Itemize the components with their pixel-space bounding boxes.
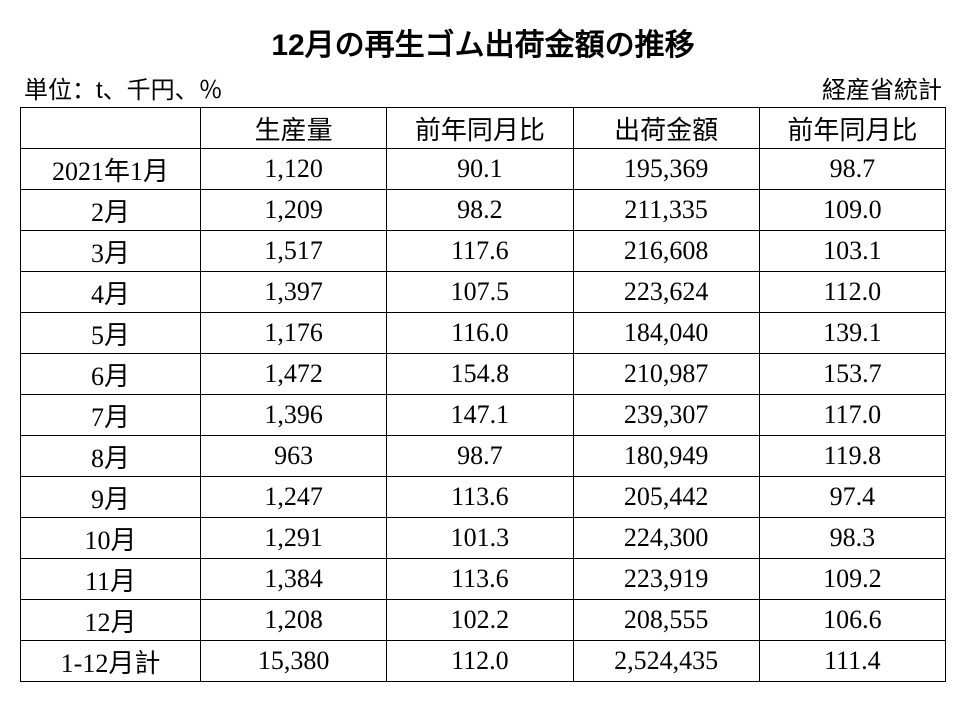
cell-period: 2021年1月 (21, 149, 201, 190)
cell-value: 224,300 (573, 518, 759, 559)
cell-period: 4月 (21, 272, 201, 313)
source-label: 経産省統計 (822, 70, 942, 105)
table-row: 9月1,247113.6205,44297.4 (21, 477, 946, 518)
cell-value: 109.0 (759, 190, 945, 231)
cell-period: 5月 (21, 313, 201, 354)
cell-value: 195,369 (573, 149, 759, 190)
cell-value: 1,472 (201, 354, 387, 395)
cell-value: 97.4 (759, 477, 945, 518)
table-row: 10月1,291101.3224,30098.3 (21, 518, 946, 559)
col-header-prod-yoy: 前年同月比 (387, 108, 573, 149)
table-row: 1-12月計15,380112.02,524,435111.4 (21, 641, 946, 682)
cell-value: 963 (201, 436, 387, 477)
table-header-row: 生産量 前年同月比 出荷金額 前年同月比 (21, 108, 946, 149)
cell-value: 1,208 (201, 600, 387, 641)
cell-value: 1,384 (201, 559, 387, 600)
cell-value: 112.0 (759, 272, 945, 313)
cell-period: 7月 (21, 395, 201, 436)
cell-value: 1,517 (201, 231, 387, 272)
cell-value: 216,608 (573, 231, 759, 272)
cell-value: 1,396 (201, 395, 387, 436)
table-title: 12月の再生ゴム出荷金額の推移 (20, 20, 946, 64)
table-row: 3月1,517117.6216,608103.1 (21, 231, 946, 272)
cell-value: 205,442 (573, 477, 759, 518)
cell-value: 139.1 (759, 313, 945, 354)
cell-value: 180,949 (573, 436, 759, 477)
cell-value: 1,176 (201, 313, 387, 354)
cell-period: 1-12月計 (21, 641, 201, 682)
cell-period: 6月 (21, 354, 201, 395)
cell-value: 1,291 (201, 518, 387, 559)
cell-value: 98.7 (387, 436, 573, 477)
table-row: 2月1,20998.2211,335109.0 (21, 190, 946, 231)
table-body: 2021年1月1,12090.1195,36998.72月1,20998.221… (21, 149, 946, 682)
col-header-ship-yoy: 前年同月比 (759, 108, 945, 149)
cell-value: 147.1 (387, 395, 573, 436)
cell-period: 3月 (21, 231, 201, 272)
table-row: 11月1,384113.6223,919109.2 (21, 559, 946, 600)
table-row: 4月1,397107.5223,624112.0 (21, 272, 946, 313)
cell-value: 211,335 (573, 190, 759, 231)
cell-value: 98.2 (387, 190, 573, 231)
col-header-period (21, 108, 201, 149)
table-row: 5月1,176116.0184,040139.1 (21, 313, 946, 354)
cell-value: 154.8 (387, 354, 573, 395)
cell-value: 113.6 (387, 559, 573, 600)
cell-value: 98.7 (759, 149, 945, 190)
cell-value: 111.4 (759, 641, 945, 682)
cell-value: 116.0 (387, 313, 573, 354)
cell-value: 117.0 (759, 395, 945, 436)
col-header-production: 生産量 (201, 108, 387, 149)
cell-period: 11月 (21, 559, 201, 600)
cell-value: 90.1 (387, 149, 573, 190)
cell-period: 2月 (21, 190, 201, 231)
cell-value: 15,380 (201, 641, 387, 682)
cell-value: 153.7 (759, 354, 945, 395)
cell-value: 103.1 (759, 231, 945, 272)
table-row: 2021年1月1,12090.1195,36998.7 (21, 149, 946, 190)
cell-value: 101.3 (387, 518, 573, 559)
data-table: 生産量 前年同月比 出荷金額 前年同月比 2021年1月1,12090.1195… (20, 107, 946, 682)
cell-value: 223,919 (573, 559, 759, 600)
table-row: 8月96398.7180,949119.8 (21, 436, 946, 477)
cell-period: 10月 (21, 518, 201, 559)
cell-value: 102.2 (387, 600, 573, 641)
cell-value: 208,555 (573, 600, 759, 641)
meta-row: 単位：t、千円、％ 経産省統計 (20, 70, 946, 105)
cell-value: 184,040 (573, 313, 759, 354)
cell-value: 117.6 (387, 231, 573, 272)
cell-value: 239,307 (573, 395, 759, 436)
table-row: 12月1,208102.2208,555106.6 (21, 600, 946, 641)
cell-value: 1,397 (201, 272, 387, 313)
cell-value: 1,120 (201, 149, 387, 190)
cell-value: 210,987 (573, 354, 759, 395)
cell-value: 98.3 (759, 518, 945, 559)
table-row: 6月1,472154.8210,987153.7 (21, 354, 946, 395)
table-row: 7月1,396147.1239,307117.0 (21, 395, 946, 436)
cell-period: 9月 (21, 477, 201, 518)
cell-value: 109.2 (759, 559, 945, 600)
cell-value: 113.6 (387, 477, 573, 518)
cell-value: 119.8 (759, 436, 945, 477)
cell-period: 12月 (21, 600, 201, 641)
cell-value: 2,524,435 (573, 641, 759, 682)
cell-value: 1,209 (201, 190, 387, 231)
col-header-shipment: 出荷金額 (573, 108, 759, 149)
unit-label: 単位：t、千円、％ (24, 70, 223, 105)
cell-value: 106.6 (759, 600, 945, 641)
cell-value: 223,624 (573, 272, 759, 313)
cell-value: 107.5 (387, 272, 573, 313)
cell-value: 112.0 (387, 641, 573, 682)
cell-period: 8月 (21, 436, 201, 477)
cell-value: 1,247 (201, 477, 387, 518)
